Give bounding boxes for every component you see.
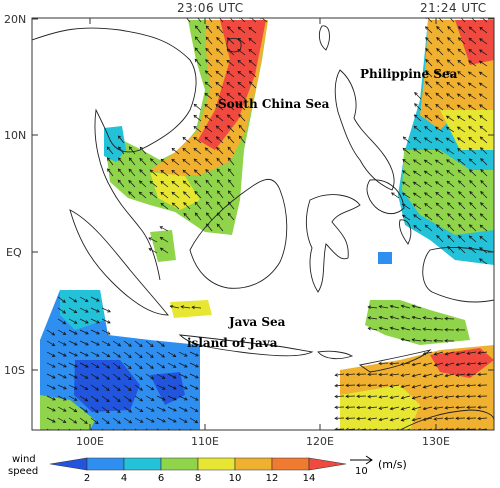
lat-label-20n: 20N bbox=[4, 13, 26, 26]
swath-banda bbox=[365, 300, 470, 345]
colorbar-swatch bbox=[160, 457, 199, 471]
lon-label-130e: 130E bbox=[422, 435, 450, 448]
colorbar-legend: wind speed 2 4 6 8 10 12 14 10 (m/s) bbox=[8, 454, 407, 484]
coast-hainan bbox=[226, 38, 242, 53]
reference-value: 10 bbox=[355, 466, 368, 477]
plot-frame bbox=[31, 17, 495, 431]
label-java-sea: Java Sea bbox=[228, 315, 286, 329]
coast-timor bbox=[358, 349, 432, 373]
time-right-label: 21:24 UTC bbox=[420, 1, 487, 15]
colorbar-swatch bbox=[234, 457, 273, 471]
colorbar-swatches bbox=[49, 457, 347, 471]
reference-arrow-head bbox=[365, 455, 373, 465]
coast-sumatra bbox=[69, 209, 169, 316]
colorbar-tick-label: 12 bbox=[266, 473, 279, 484]
label-south-china-sea: South China Sea bbox=[218, 97, 330, 111]
colorbar-swatch bbox=[197, 457, 236, 471]
swath-ps-yellow bbox=[440, 110, 494, 150]
swath-java-patch2 bbox=[150, 230, 176, 262]
swath-blue-patch bbox=[378, 252, 392, 264]
coast-halmahera bbox=[399, 219, 412, 245]
swath-scs-blue bbox=[104, 126, 126, 162]
legend-title-line1: wind bbox=[12, 454, 36, 465]
lon-label-110e: 110E bbox=[191, 435, 219, 448]
colorbar-swatch bbox=[49, 457, 88, 471]
colorbar-tick-label: 8 bbox=[195, 473, 201, 484]
lat-label-10n: 10N bbox=[4, 129, 26, 142]
lat-label-eq: EQ bbox=[6, 246, 22, 259]
coast-philippines bbox=[334, 69, 395, 191]
colorbar-swatch bbox=[123, 457, 162, 471]
colorbar-ticks: 2 4 6 8 10 12 14 bbox=[84, 473, 316, 484]
reference-unit: (m/s) bbox=[378, 458, 407, 471]
time-left-label: 23:06 UTC bbox=[177, 1, 244, 15]
coast-sulawesi bbox=[305, 194, 361, 293]
coast-mainland-asia bbox=[32, 27, 197, 281]
colorbar-swatch bbox=[86, 457, 125, 471]
coast-new-guinea bbox=[422, 246, 494, 303]
coastlines bbox=[32, 25, 494, 430]
coast-java bbox=[178, 334, 314, 357]
coast-borneo bbox=[189, 178, 288, 289]
colorbar-swatch bbox=[271, 457, 310, 471]
coast-australia bbox=[399, 409, 494, 430]
colorbar-tick-label: 6 bbox=[158, 473, 164, 484]
swath-java-patch bbox=[170, 300, 212, 318]
colorbar-tick-label: 2 bbox=[84, 473, 90, 484]
colorbar-tick-label: 14 bbox=[303, 473, 316, 484]
label-island-of-java: island of Java bbox=[187, 336, 278, 350]
coast-taiwan bbox=[318, 25, 330, 51]
lon-label-120e: 120E bbox=[306, 435, 334, 448]
tick-marks bbox=[32, 18, 494, 430]
colorbar-tick-label: 10 bbox=[229, 473, 242, 484]
coast-mindanao bbox=[366, 179, 405, 215]
swath-timor-red bbox=[430, 348, 494, 378]
coast-sumbawa bbox=[317, 350, 354, 360]
colorbar-swatch bbox=[308, 457, 347, 471]
swath-io-dark bbox=[74, 360, 140, 412]
lat-label-10s: 10S bbox=[4, 364, 25, 377]
swath-io-dark2 bbox=[150, 372, 185, 405]
legend-title-line2: speed bbox=[8, 466, 38, 477]
swath-scs-red bbox=[198, 20, 266, 150]
colorbar-tick-label: 4 bbox=[121, 473, 127, 484]
wind-vectors bbox=[46, 18, 488, 430]
lon-label-100e: 100E bbox=[76, 435, 104, 448]
label-philippine-sea: Philippine Sea bbox=[360, 67, 458, 81]
